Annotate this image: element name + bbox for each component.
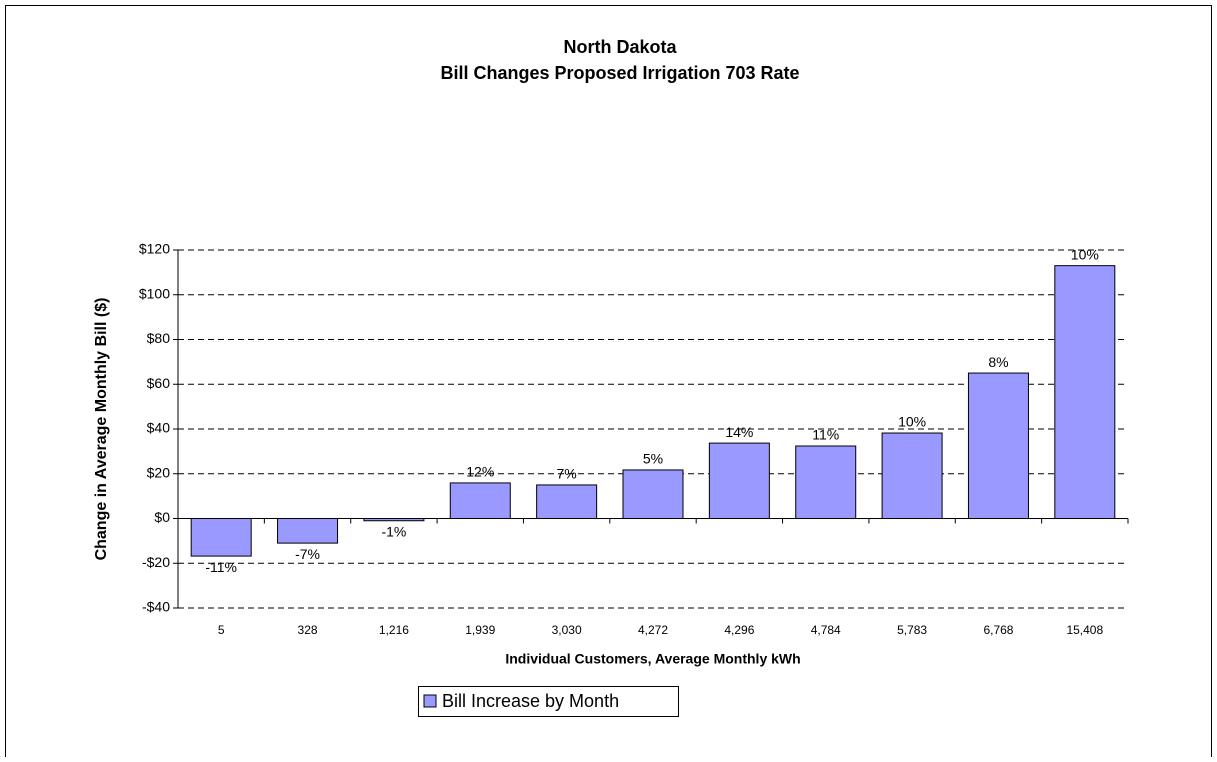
bar-label: 10% xyxy=(898,414,926,430)
chart-frame xyxy=(5,5,1212,762)
y-tick-label: $60 xyxy=(147,375,171,391)
bar-label: 8% xyxy=(988,354,1008,370)
x-tick-label: 4,784 xyxy=(811,623,841,637)
x-tick-label: 328 xyxy=(298,623,318,637)
x-tick-label: 5 xyxy=(218,623,225,637)
bar xyxy=(622,469,684,520)
bar xyxy=(449,482,511,519)
bar-label: -7% xyxy=(295,546,320,562)
bar-label: 11% xyxy=(812,427,839,443)
x-tick-label: 3,030 xyxy=(552,623,582,637)
x-tick-label: 4,296 xyxy=(724,623,754,637)
x-tick-label: 1,939 xyxy=(465,623,495,637)
bar xyxy=(190,518,252,557)
bar xyxy=(881,432,943,519)
bar xyxy=(1054,265,1116,519)
bar-label: 7% xyxy=(557,466,577,482)
y-tick-label: -$20 xyxy=(142,554,170,570)
bar-label: 5% xyxy=(643,451,663,467)
y-tick-label: -$40 xyxy=(142,599,170,615)
bar xyxy=(277,518,339,544)
x-tick-label: 5,783 xyxy=(897,623,927,637)
bar xyxy=(536,484,598,519)
bar xyxy=(967,372,1029,519)
x-tick-label: 15,408 xyxy=(1066,623,1103,637)
legend-swatch xyxy=(423,694,437,708)
y-tick-label: $100 xyxy=(139,285,170,301)
y-tick-label: $20 xyxy=(147,464,171,480)
x-tick-label: 1,216 xyxy=(379,623,409,637)
legend xyxy=(418,686,679,717)
y-tick-label: $40 xyxy=(147,420,171,436)
chart-subtitle: Bill Changes Proposed Irrigation 703 Rat… xyxy=(440,63,799,83)
bar xyxy=(795,445,857,520)
x-tick-label: 6,768 xyxy=(983,623,1013,637)
bar-label: 14% xyxy=(725,424,753,440)
chart-title: North Dakota xyxy=(563,37,677,57)
bar-label: 12% xyxy=(466,464,494,480)
bar-label: 10% xyxy=(1071,246,1099,262)
x-tick-label: 4,272 xyxy=(638,623,668,637)
y-tick-label: $0 xyxy=(154,509,170,525)
y-axis-label: Change in Average Monthly Bill ($) xyxy=(93,298,110,561)
bar-label: -11% xyxy=(205,559,237,575)
bar xyxy=(708,442,770,519)
bar-label: -1% xyxy=(381,523,406,539)
x-axis-label: Individual Customers, Average Monthly kW… xyxy=(505,651,800,667)
legend-label: Bill Increase by Month xyxy=(442,691,619,711)
y-tick-label: $120 xyxy=(139,241,170,257)
y-tick-label: $80 xyxy=(147,330,171,346)
